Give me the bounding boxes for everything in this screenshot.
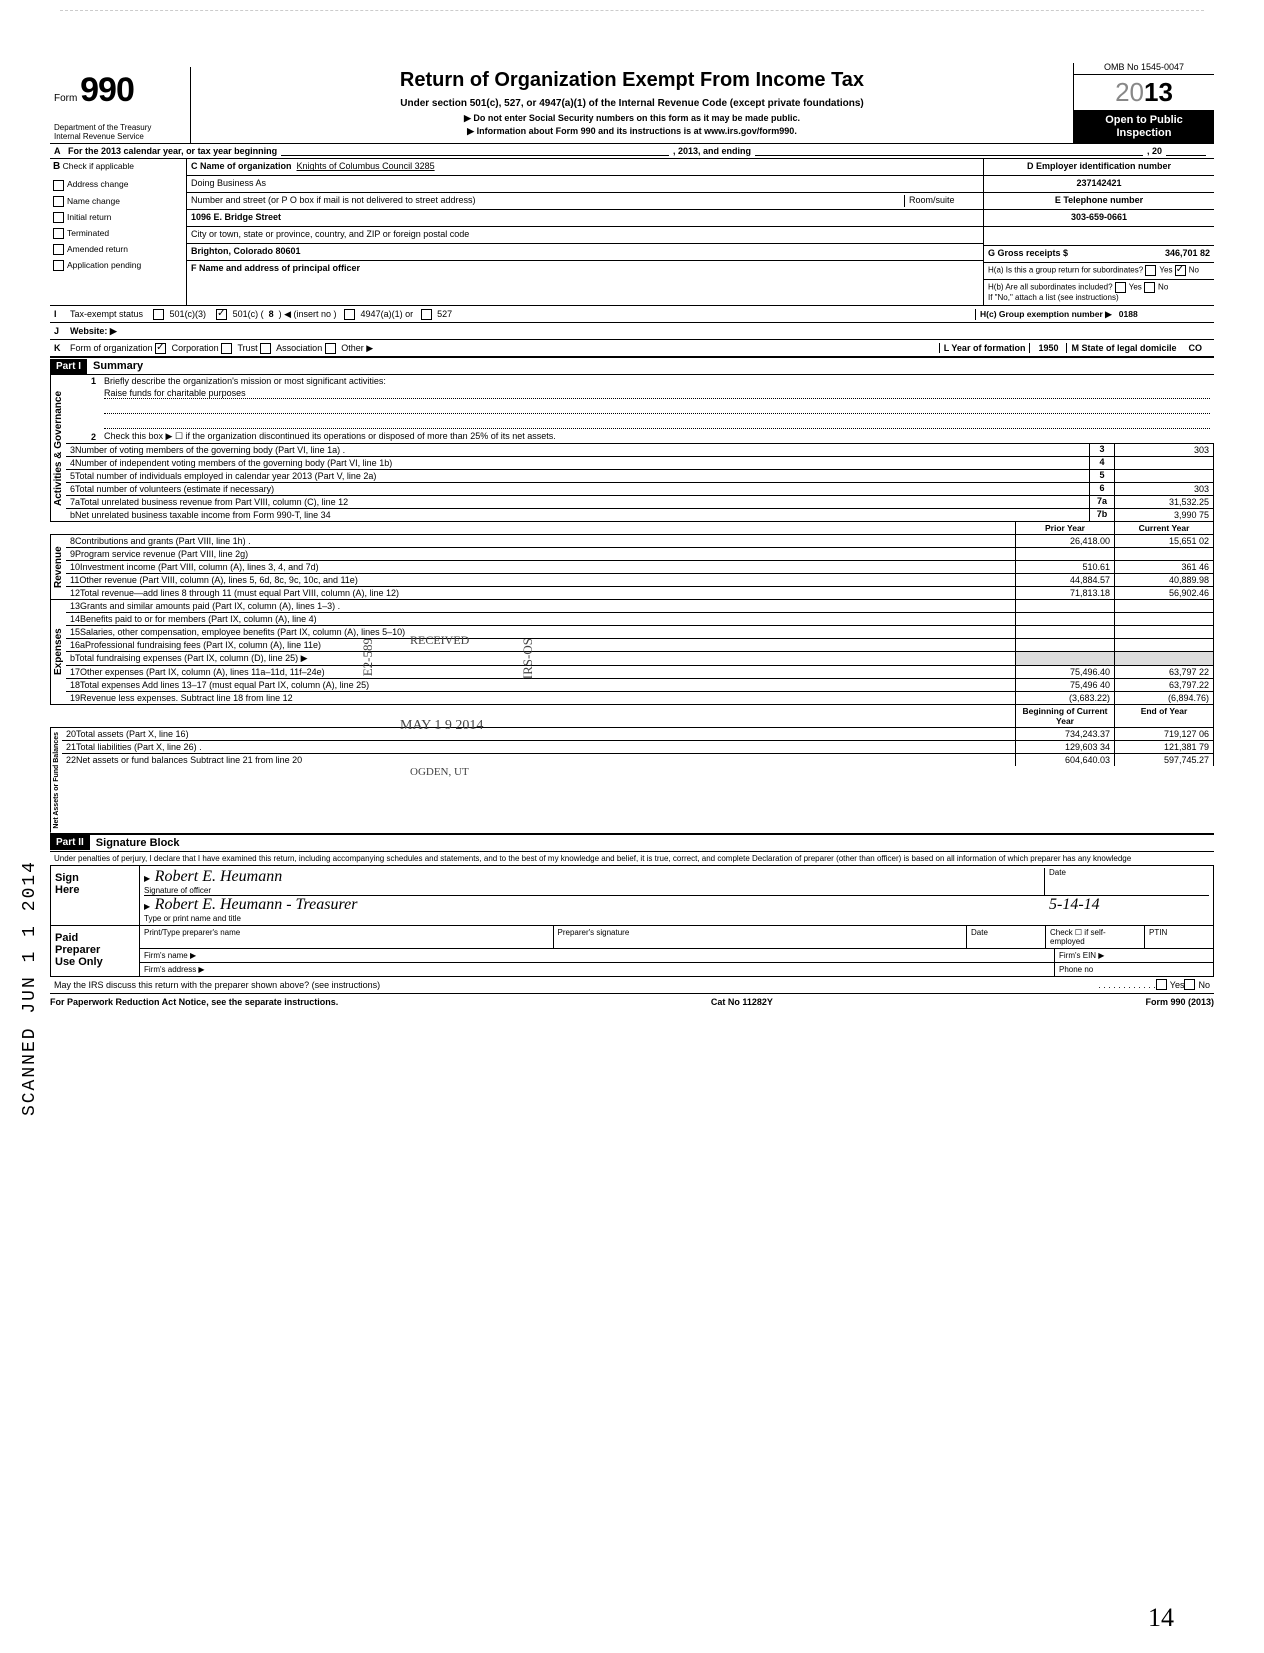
mission: Raise funds for charitable purposes [104, 388, 1210, 399]
chk-527[interactable] [421, 309, 432, 320]
paid-preparer-label: Paid Preparer Use Only [51, 926, 140, 976]
v3: 303 [1115, 444, 1214, 456]
tab-revenue: Revenue [50, 535, 66, 599]
dept-irs: Internal Revenue Service [54, 133, 184, 142]
form-990: 990 [80, 71, 134, 109]
col-headers-py-cy: Prior Year Current Year [50, 522, 1214, 535]
v7b: 3,990 75 [1115, 509, 1214, 521]
section-expenses: Expenses 13Grants and similar amounts pa… [50, 600, 1214, 705]
v7a: 31,532.25 [1115, 496, 1214, 508]
signature-block: Sign Here Robert E. Heumann Signature of… [50, 866, 1214, 977]
org-name: Knights of Columbus Council 3285 [297, 161, 435, 171]
row-k: K Form of organization Corporation Trust… [50, 340, 1214, 357]
tab-expenses: Expenses [50, 600, 66, 704]
chk-assoc[interactable] [260, 343, 271, 354]
chk-501c[interactable] [216, 309, 227, 320]
sub2: ▶ Do not enter Social Security numbers o… [199, 113, 1065, 124]
phone: 303-659-0661 [984, 210, 1214, 227]
hb-yes[interactable] [1115, 282, 1126, 293]
col-b: B Check if applicable Address change Nam… [50, 159, 187, 305]
v6: 303 [1115, 483, 1214, 495]
chk-4947[interactable] [344, 309, 355, 320]
part2-header: Part II Signature Block [50, 834, 1214, 852]
city: Brighton, Colorado 80601 [191, 246, 301, 256]
chk-other[interactable] [325, 343, 336, 354]
chk-amended[interactable]: Amended return [53, 241, 183, 257]
main-title: Return of Organization Exempt From Incom… [199, 69, 1065, 92]
tab-governance: Activities & Governance [50, 375, 66, 521]
officer-signature: Robert E. Heumann [155, 868, 283, 885]
row-i: I Tax-exempt status 501(c)(3) 501(c) ( 8… [50, 306, 1214, 323]
may-irs-discuss: May the IRS discuss this return with the… [50, 977, 1214, 994]
section-net-assets: Net Assets or Fund Balances 20Total asse… [50, 728, 1214, 834]
chk-terminated[interactable]: Terminated [53, 225, 183, 241]
row-a-tax-year: A For the 2013 calendar year, or tax yea… [50, 144, 1214, 159]
dba: Doing Business As [187, 176, 983, 193]
col-headers-beg-end: Beginning of Current Year End of Year [50, 705, 1214, 728]
col-c: C Name of organization Knights of Columb… [187, 159, 984, 305]
perjury-statement: Under penalties of perjury, I declare th… [50, 852, 1214, 866]
gross-receipts: 346,701 82 [1068, 248, 1210, 260]
form-number-box: Form 990 Department of the Treasury Inte… [50, 67, 191, 144]
col-d: D Employer identification number 2371424… [984, 159, 1214, 305]
year-formation: 1950 [1029, 343, 1066, 353]
handwritten-page-number: 14 [1148, 1603, 1174, 1633]
ha-no[interactable] [1175, 265, 1186, 276]
officer-printed-name: Robert E. Heumann - Treasurer [155, 896, 358, 913]
form-prefix: Form [54, 93, 77, 104]
group-exemption: 0188 [1119, 309, 1138, 319]
chk-pending[interactable]: Application pending [53, 257, 183, 273]
hb-no[interactable] [1144, 282, 1155, 293]
bcd-grid: B Check if applicable Address change Nam… [50, 159, 1214, 306]
chk-name-change[interactable]: Name change [53, 193, 183, 209]
state-domicile: CO [1181, 343, 1211, 353]
chk-corp[interactable] [155, 343, 166, 354]
tax-year: 2013 [1074, 75, 1214, 111]
discuss-yes[interactable] [1156, 979, 1167, 990]
sign-date: 5-14-14 [1049, 896, 1100, 913]
omb-box: OMB No 1545-0047 2013 Open to Public Ins… [1074, 60, 1214, 143]
chk-initial-return[interactable]: Initial return [53, 209, 183, 225]
open-to-public: Open to Public Inspection [1074, 111, 1214, 143]
scanned-stamp: SCANNED JUN 1 1 2014 [20, 860, 40, 1116]
chk-address-change[interactable]: Address change [53, 176, 183, 192]
street: 1096 E. Bridge Street [191, 212, 281, 222]
sign-here-label: Sign Here [51, 866, 140, 925]
section-revenue: Revenue 8Contributions and grants (Part … [50, 535, 1214, 600]
form-header: Form 990 Department of the Treasury Inte… [50, 60, 1214, 144]
ha-yes[interactable] [1145, 265, 1156, 276]
ein: 237142421 [984, 176, 1214, 193]
row-j: J Website: ▶ [50, 323, 1214, 340]
title-box: Return of Organization Exempt From Incom… [191, 63, 1074, 143]
page-footer: For Paperwork Reduction Act Notice, see … [50, 994, 1214, 1010]
section-governance: Activities & Governance 1Briefly describ… [50, 375, 1214, 522]
chk-trust[interactable] [221, 343, 232, 354]
part1-header: Part I Summary [50, 357, 1214, 375]
chk-501c3[interactable] [153, 309, 164, 320]
discuss-no[interactable] [1184, 979, 1195, 990]
subtitle: Under section 501(c), 527, or 4947(a)(1)… [199, 98, 1065, 109]
sub3: ▶ Information about Form 990 and its ins… [199, 126, 1065, 137]
tab-net-assets: Net Assets or Fund Balances [50, 728, 62, 833]
omb-number: OMB No 1545-0047 [1074, 60, 1214, 75]
